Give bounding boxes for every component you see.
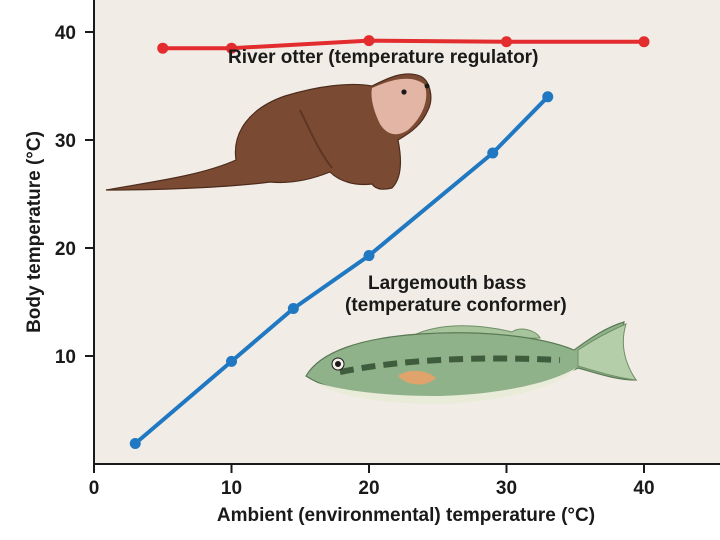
bass-point-4 — [487, 147, 499, 159]
bass-series-line — [133, 94, 550, 446]
x-tick-label-40: 40 — [633, 478, 654, 499]
bass-series-label-line-2: (temperature conformer) — [345, 295, 567, 316]
y-tick-label-20: 20 — [55, 239, 76, 260]
x-tick-label-30: 30 — [496, 478, 517, 499]
y-tick-label-30: 30 — [55, 131, 76, 152]
x-tick-label-0: 0 — [89, 478, 100, 499]
otter-point-1 — [226, 42, 237, 54]
largemouth-bass-illustration — [305, 321, 638, 404]
axes: 0 10 20 30 40 10 20 30 40 — [55, 0, 720, 499]
x-axis-title: Ambient (environmental) temperature (°C) — [217, 505, 595, 526]
bass-series-label-line-1: Largemouth bass — [368, 273, 526, 294]
series-layer — [129, 35, 650, 449]
series-annotations: River otter (temperature regulator) Larg… — [228, 47, 567, 316]
x-tick-label-10: 10 — [221, 478, 242, 499]
bass-point-3 — [363, 250, 375, 262]
bass-point-5 — [542, 91, 554, 103]
y-tick-label-10: 10 — [55, 347, 76, 368]
y-axis-title: Body temperature (°C) — [24, 131, 45, 333]
bass-point-2 — [287, 302, 299, 314]
bass-point-1 — [226, 355, 237, 367]
otter-point-0 — [157, 42, 169, 54]
y-tick-label-40: 40 — [55, 23, 76, 44]
otter-point-4 — [638, 36, 650, 48]
x-tick-label-20: 20 — [358, 478, 379, 499]
otter-point-2 — [363, 35, 375, 47]
otter-point-3 — [501, 36, 512, 48]
otter-series-label: River otter (temperature regulator) — [228, 47, 538, 68]
river-otter-illustration — [105, 73, 432, 191]
bass-point-0 — [129, 437, 141, 449]
